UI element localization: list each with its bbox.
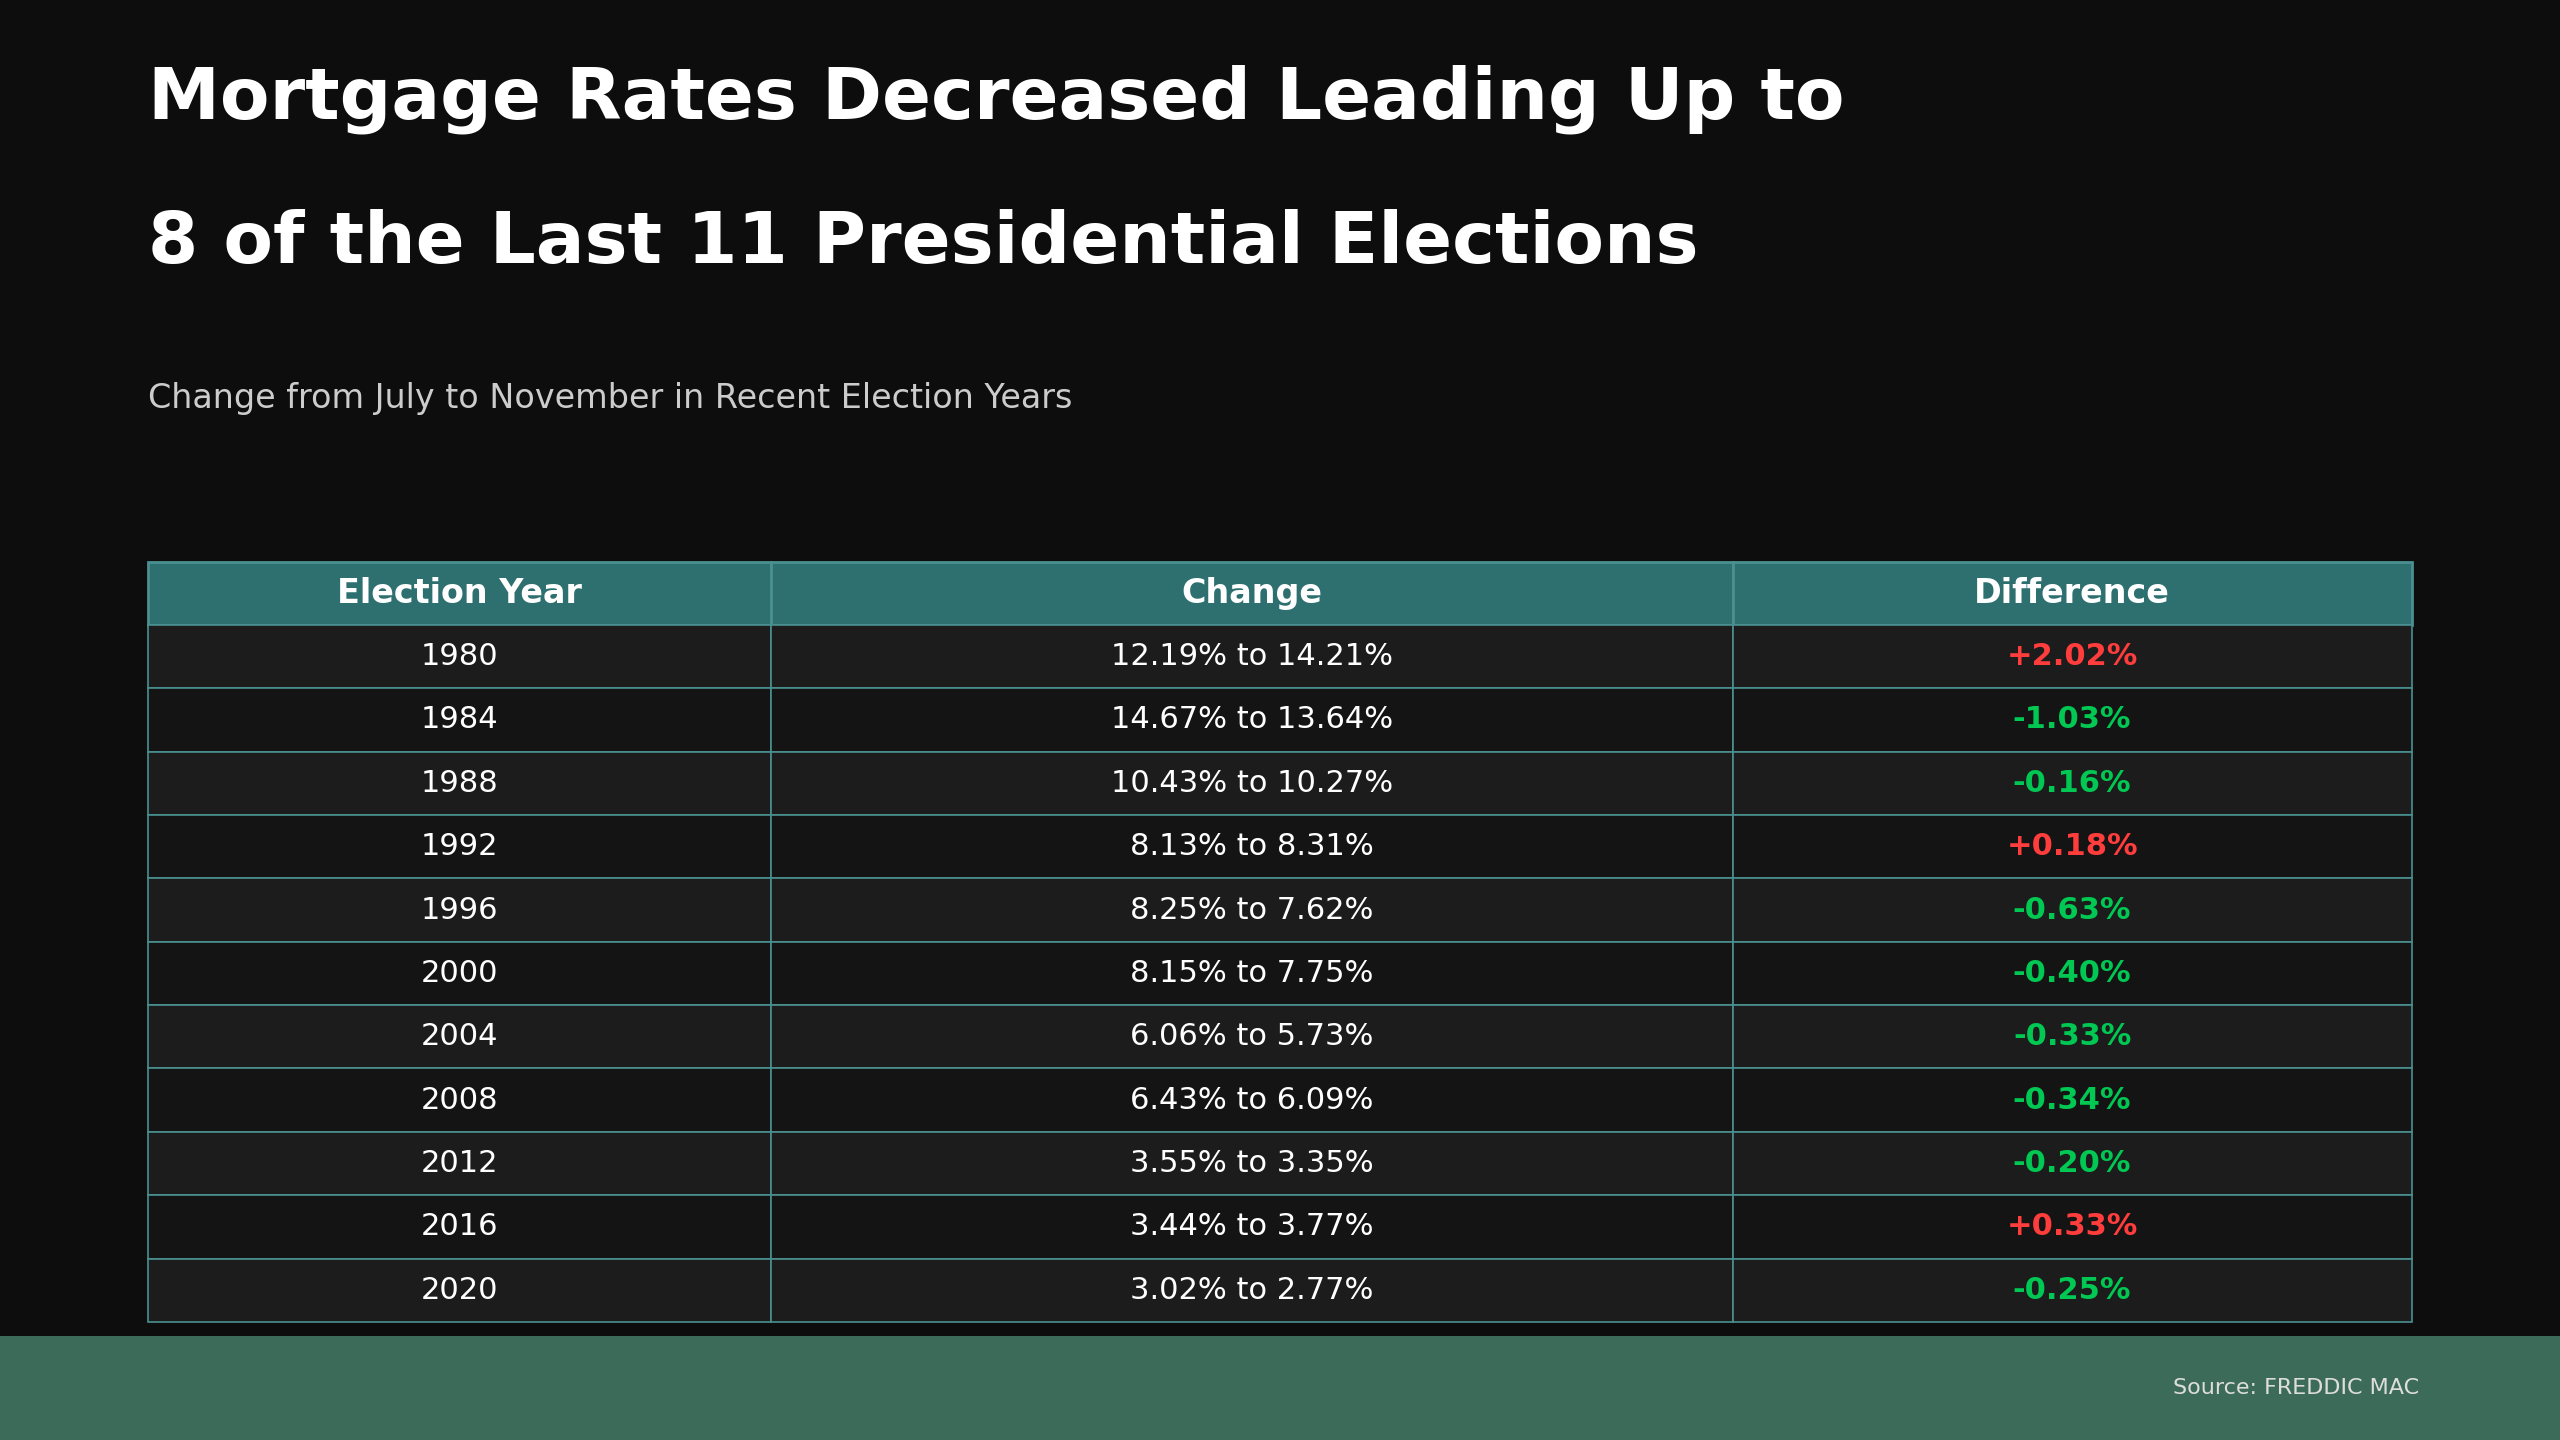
- Text: 6.06% to 5.73%: 6.06% to 5.73%: [1129, 1022, 1372, 1051]
- Text: -0.63%: -0.63%: [2012, 896, 2132, 924]
- Text: 8 of the Last 11 Presidential Elections: 8 of the Last 11 Presidential Elections: [148, 209, 1700, 278]
- Bar: [148, 942, 771, 1005]
- Text: 2016: 2016: [420, 1212, 499, 1241]
- Text: 2012: 2012: [420, 1149, 499, 1178]
- Bar: [771, 1068, 1733, 1132]
- Bar: [771, 878, 1733, 942]
- Text: 1984: 1984: [420, 706, 499, 734]
- Text: 1996: 1996: [420, 896, 499, 924]
- Text: 3.02% to 2.77%: 3.02% to 2.77%: [1129, 1276, 1372, 1305]
- Text: +0.18%: +0.18%: [2007, 832, 2138, 861]
- Bar: [771, 1259, 1733, 1322]
- Bar: [1733, 688, 2412, 752]
- Bar: [771, 815, 1733, 878]
- Text: +2.02%: +2.02%: [2007, 642, 2138, 671]
- Text: -0.34%: -0.34%: [2012, 1086, 2132, 1115]
- Bar: [1733, 1068, 2412, 1132]
- Text: 3.55% to 3.35%: 3.55% to 3.35%: [1129, 1149, 1375, 1178]
- Text: 3.44% to 3.77%: 3.44% to 3.77%: [1129, 1212, 1375, 1241]
- Text: 1988: 1988: [420, 769, 499, 798]
- Bar: [771, 942, 1733, 1005]
- Text: Mortgage Rates Decreased Leading Up to: Mortgage Rates Decreased Leading Up to: [148, 65, 1846, 134]
- Bar: [148, 1132, 771, 1195]
- Bar: [148, 752, 771, 815]
- Bar: [771, 625, 1733, 688]
- Text: -0.16%: -0.16%: [2012, 769, 2132, 798]
- Text: 1992: 1992: [420, 832, 499, 861]
- Text: -0.25%: -0.25%: [2012, 1276, 2132, 1305]
- Text: 2008: 2008: [420, 1086, 499, 1115]
- Bar: [1733, 562, 2412, 625]
- Bar: [148, 1005, 771, 1068]
- Text: Change: Change: [1180, 577, 1321, 609]
- Text: -0.20%: -0.20%: [2012, 1149, 2132, 1178]
- Text: -0.40%: -0.40%: [2012, 959, 2132, 988]
- Bar: [148, 815, 771, 878]
- Bar: [148, 1068, 771, 1132]
- Text: 14.67% to 13.64%: 14.67% to 13.64%: [1111, 706, 1393, 734]
- Bar: [1733, 1005, 2412, 1068]
- Bar: [771, 1195, 1733, 1259]
- Bar: [148, 878, 771, 942]
- Text: Difference: Difference: [1974, 577, 2171, 609]
- Bar: [148, 625, 771, 688]
- Bar: [148, 1259, 771, 1322]
- Bar: [1733, 942, 2412, 1005]
- Text: 10.43% to 10.27%: 10.43% to 10.27%: [1111, 769, 1393, 798]
- Bar: [771, 688, 1733, 752]
- Text: 8.25% to 7.62%: 8.25% to 7.62%: [1129, 896, 1372, 924]
- Bar: [1733, 752, 2412, 815]
- Bar: [1733, 1259, 2412, 1322]
- Bar: [148, 688, 771, 752]
- Bar: [771, 752, 1733, 815]
- Bar: [1733, 878, 2412, 942]
- Bar: [1733, 625, 2412, 688]
- Text: -1.03%: -1.03%: [2012, 706, 2132, 734]
- Bar: [1733, 1195, 2412, 1259]
- Text: 8.13% to 8.31%: 8.13% to 8.31%: [1129, 832, 1375, 861]
- Text: 2020: 2020: [420, 1276, 499, 1305]
- Bar: [771, 562, 1733, 625]
- Text: 2004: 2004: [420, 1022, 499, 1051]
- Text: +0.33%: +0.33%: [2007, 1212, 2138, 1241]
- Bar: [771, 1132, 1733, 1195]
- Bar: [1733, 815, 2412, 878]
- Bar: [148, 562, 771, 625]
- Text: Source: FREDDIC MAC: Source: FREDDIC MAC: [2173, 1378, 2419, 1398]
- Bar: [771, 1005, 1733, 1068]
- Text: 6.43% to 6.09%: 6.43% to 6.09%: [1129, 1086, 1372, 1115]
- Text: 1980: 1980: [420, 642, 499, 671]
- Text: 8.15% to 7.75%: 8.15% to 7.75%: [1129, 959, 1372, 988]
- Text: Election Year: Election Year: [338, 577, 581, 609]
- Text: 2000: 2000: [420, 959, 499, 988]
- Bar: [1733, 1132, 2412, 1195]
- Bar: [148, 1195, 771, 1259]
- Text: -0.33%: -0.33%: [2012, 1022, 2132, 1051]
- Bar: [0, 1336, 2560, 1440]
- Text: Change from July to November in Recent Election Years: Change from July to November in Recent E…: [148, 382, 1073, 415]
- Text: 12.19% to 14.21%: 12.19% to 14.21%: [1111, 642, 1393, 671]
